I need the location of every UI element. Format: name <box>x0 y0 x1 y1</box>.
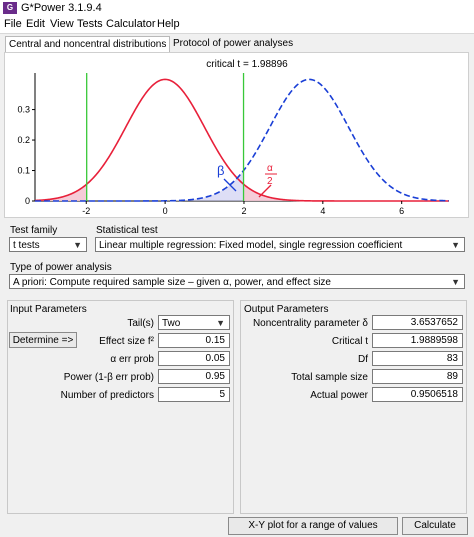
power-label: Power (1-β err prob) <box>63 372 154 383</box>
chevron-down-icon: ▼ <box>451 240 460 250</box>
critical-t-output-label: Critical t <box>331 336 368 347</box>
predictors-field[interactable]: 5 <box>158 387 230 402</box>
x-tick-label: -2 <box>82 206 90 216</box>
tails-label: Tail(s) <box>127 318 154 329</box>
df-label: Df <box>358 354 368 365</box>
critical-t-field: 1.9889598 <box>372 333 463 348</box>
menu-calculator[interactable]: Calculator <box>106 18 156 30</box>
menu-view[interactable]: View <box>50 18 74 30</box>
title-bar: G G*Power 3.1.9.4 <box>0 0 474 16</box>
test-family-select[interactable]: t tests ▼ <box>9 237 87 252</box>
test-family-value: t tests <box>13 240 40 251</box>
noncentrality-label: Noncentrality parameter δ <box>252 318 368 329</box>
df-field: 83 <box>372 351 463 366</box>
alpha-denominator: 2 <box>267 176 273 187</box>
output-parameters-group <box>240 300 467 514</box>
y-tick-label: 0.1 <box>17 166 30 176</box>
distribution-plot: critical t = 1.98896 0.30.20.10-2 0 2 4 6 β … <box>17 59 450 216</box>
x-tick-label: 0 <box>163 206 168 216</box>
total-sample-size-label: Total sample size <box>291 372 368 383</box>
input-parameters-label: Input Parameters <box>10 304 87 315</box>
tails-value: Two <box>162 318 181 329</box>
noncentrality-field: 3.6537652 <box>372 315 463 330</box>
critical-t-label: critical t = 1.98896 <box>206 59 288 70</box>
beta-pointer <box>223 178 237 192</box>
tab-protocol[interactable]: Protocol of power analyses <box>173 38 294 49</box>
beta-area <box>35 171 244 201</box>
statistical-test-value: Linear multiple regression: Fixed model,… <box>99 240 403 251</box>
actual-power-label: Actual power <box>310 390 368 401</box>
statistical-test-select[interactable]: Linear multiple regression: Fixed model,… <box>95 237 465 252</box>
test-family-label: Test family <box>10 225 58 236</box>
determine-button[interactable]: Determine => <box>9 332 77 348</box>
alpha-err-label: α err prob <box>110 354 154 365</box>
statistical-test-label: Statistical test <box>96 225 158 236</box>
x-tick-label: 4 <box>320 206 325 216</box>
y-tick-label: 0.3 <box>17 105 30 115</box>
y-tick-label: 0 <box>25 196 30 206</box>
menu-tests[interactable]: Tests <box>77 18 103 30</box>
window-title: G*Power 3.1.9.4 <box>21 2 102 14</box>
calculate-button[interactable]: Calculate <box>402 517 468 535</box>
chevron-down-icon: ▼ <box>216 318 225 328</box>
x-tick-label: 6 <box>399 206 404 216</box>
xy-plot-button[interactable]: X-Y plot for a range of values <box>228 517 398 535</box>
central-t-curve <box>34 78 449 202</box>
power-type-value: A priori: Compute required sample size –… <box>13 277 331 288</box>
effect-size-label: Effect size f² <box>99 336 154 347</box>
output-parameters-label: Output Parameters <box>244 304 329 315</box>
alpha-numerator: α <box>267 163 273 174</box>
tab-bar: Central and noncentral distributions Pro… <box>0 34 474 52</box>
alpha-area-left <box>35 184 87 201</box>
y-tick-label: 0.2 <box>17 135 30 145</box>
power-field[interactable]: 0.95 <box>158 369 230 384</box>
noncentral-t-curve <box>35 78 450 202</box>
distribution-plot-panel: critical t = 1.98896 0.3 0.2 0.1 0 -2 0 2 4 6 β … <box>4 52 469 218</box>
predictors-label: Number of predictors <box>60 390 154 401</box>
tab-distributions[interactable]: Central and noncentral distributions <box>5 36 171 52</box>
menu-help[interactable]: Help <box>157 18 180 30</box>
effect-size-field[interactable]: 0.15 <box>158 333 230 348</box>
alpha-err-field[interactable]: 0.05 <box>158 351 230 366</box>
power-type-label: Type of power analysis <box>10 262 112 273</box>
alpha-area-right <box>243 184 449 201</box>
chevron-down-icon: ▼ <box>73 240 82 250</box>
x-tick-label: 2 <box>241 206 246 216</box>
alpha-pointer <box>258 184 272 198</box>
menu-bar: File Edit View Tests Calculator Help <box>0 16 474 34</box>
beta-symbol: β <box>217 163 224 178</box>
actual-power-field: 0.9506518 <box>372 387 463 402</box>
menu-edit[interactable]: Edit <box>26 18 45 30</box>
power-type-select[interactable]: A priori: Compute required sample size –… <box>9 274 465 289</box>
app-icon: G <box>3 2 17 14</box>
total-sample-size-field: 89 <box>372 369 463 384</box>
input-parameters-group <box>7 300 234 514</box>
menu-file[interactable]: File <box>4 18 22 30</box>
tails-select[interactable]: Two ▼ <box>158 315 230 330</box>
chevron-down-icon: ▼ <box>451 277 460 287</box>
